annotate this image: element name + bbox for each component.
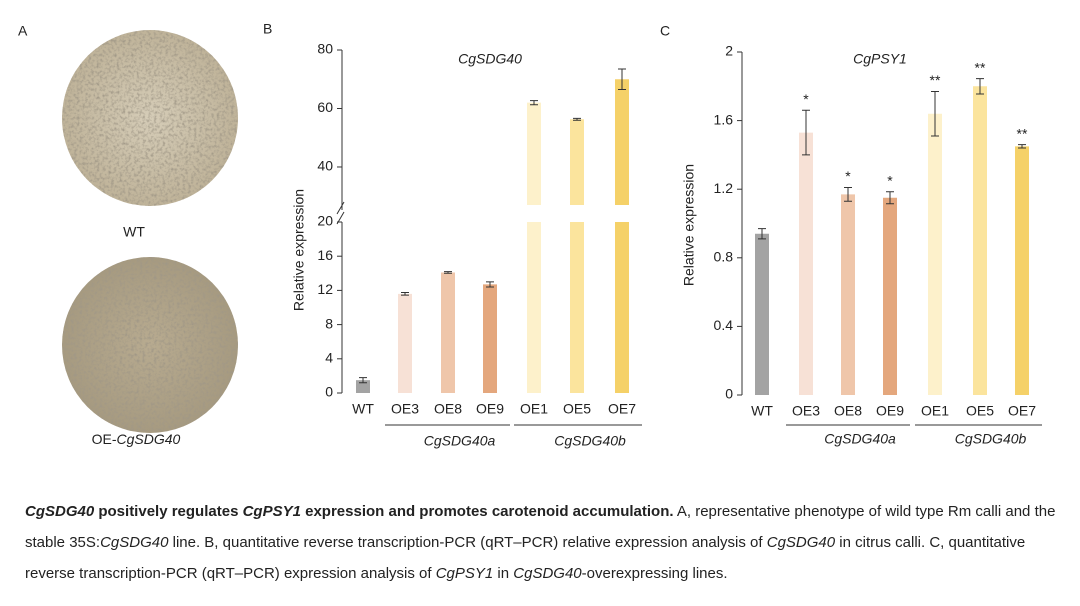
callus-texture [62,257,238,433]
bar [483,284,497,393]
significance-label: * [887,172,893,188]
y-tick-label: 0 [725,386,733,402]
caption-run: -overexpressing lines. [581,565,728,582]
caption-run: CgSDG40 [766,534,836,551]
group-label: CgSDG40b [554,433,626,449]
y-tick-label: 8 [325,315,333,331]
y-tick-label: 0 [325,384,333,400]
significance-label: * [803,91,809,107]
chart-title: CgPSY1 [853,51,907,67]
bar [441,272,455,393]
x-tick-label: WT [352,401,374,417]
x-tick-label: OE1 [520,401,548,417]
caption-run: expression and promotes carotenoid accum… [300,503,674,520]
x-tick-label: OE7 [608,401,636,417]
significance-label: * [845,168,851,184]
caption-run: A, representative phenotype of wild type… [25,503,1056,551]
chart-title: CgSDG40 [458,51,522,67]
y-tick-label: 2 [725,43,733,59]
y-axis-label: Relative expression [291,189,307,311]
error-bar [530,100,538,106]
y-tick-label: 1.2 [714,180,734,196]
bar [755,233,769,395]
y-tick-label: 80 [317,41,333,57]
panel-letter: C [660,23,670,39]
bar [527,102,541,393]
error-bar [618,68,626,90]
caption-run: line. B, quantitative reverse transcript… [168,534,767,551]
x-tick-label: OE5 [563,401,591,417]
group-label: CgSDG40a [424,433,496,449]
x-tick-label: OE7 [1008,403,1036,419]
error-bar [931,90,939,137]
significance-label: ** [975,59,986,75]
caption-run: CgPSY1 [242,503,301,520]
panel-letter: A [18,23,28,39]
y-tick-label: 0.8 [714,249,734,265]
error-bar [758,228,766,240]
bar [799,132,813,396]
y-tick-label: 1.6 [714,111,734,127]
caption: CgSDG40 positively regulates CgPSY1 expr… [25,496,1060,589]
x-tick-label: OE8 [434,401,462,417]
error-bar [359,377,367,384]
bar [615,79,629,393]
error-bar [444,271,452,274]
x-tick-label: OE3 [391,401,419,417]
error-bar [976,78,984,95]
label-part: OE- [92,431,117,447]
bar [398,293,412,393]
bar [883,197,897,395]
y-tick-label: 20 [317,213,333,229]
significance-label: ** [930,72,941,88]
label-part: CgSDG40 [117,431,181,447]
significance-label: ** [1017,125,1028,141]
y-tick-label: 16 [317,247,333,263]
caption-run: in citrus calli. C, quantitative reverse… [25,534,1026,582]
caption-run: positively regulates [94,503,243,520]
axis-break [336,211,345,225]
bar [928,113,942,396]
y-axis-label: Relative expression [681,164,697,286]
axis-break [336,201,345,215]
y-tick-label: 60 [317,99,333,115]
error-bar [1018,144,1026,149]
bar [841,194,855,395]
photo-label: WT [123,224,145,240]
caption-run: CgSDG40 [513,565,582,582]
bar [356,380,370,393]
x-tick-label: WT [751,403,773,419]
error-bar [401,292,409,296]
error-bar [802,109,810,156]
error-bar [486,281,494,288]
x-tick-label: OE8 [834,403,862,419]
caption-run: CgSDG40 [25,503,95,520]
x-tick-label: OE9 [876,403,904,419]
group-label: CgSDG40a [824,431,896,447]
bar [1015,146,1029,395]
caption-run: CgPSY1 [435,565,494,582]
x-tick-label: OE5 [966,403,994,419]
bar [570,119,584,394]
y-tick-label: 4 [325,350,333,366]
x-tick-label: OE1 [921,403,949,419]
group-label: CgSDG40b [955,431,1027,447]
caption-run: CgSDG40 [100,534,169,551]
y-tick-label: 12 [317,281,333,297]
x-tick-label: OE3 [792,403,820,419]
bar [973,86,987,396]
callus-texture [62,30,238,206]
x-tick-label: OE9 [476,401,504,417]
caption-run: in [493,565,514,582]
y-tick-label: 0.4 [714,317,734,333]
error-bar [886,191,894,205]
error-bar [844,186,852,202]
y-tick-label: 40 [317,158,333,174]
panel-letter: B [263,21,272,37]
error-bar [573,117,581,121]
photo-label: OE-CgSDG40 [92,431,181,447]
